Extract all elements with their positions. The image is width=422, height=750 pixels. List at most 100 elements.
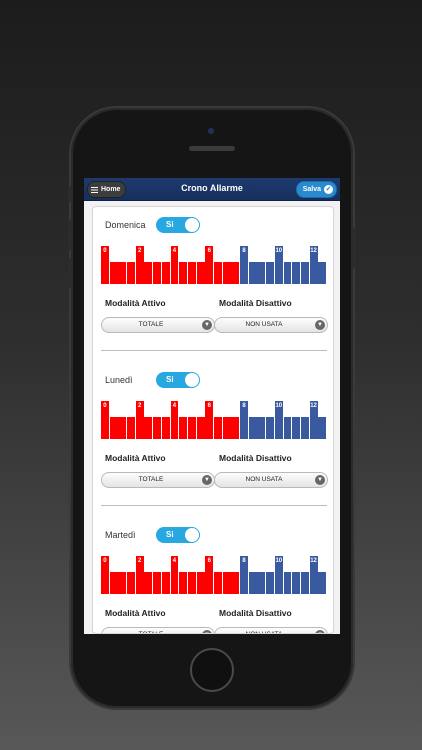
hour-bar[interactable]: 6 — [205, 556, 214, 594]
mode-inactive-select[interactable]: NON USATA▼ — [214, 627, 328, 633]
hour-bar[interactable]: 8 — [240, 401, 248, 439]
schedule-list: Domenica Si 0 2 4 6 8 10 12 Modalità Attivo Modali… — [92, 206, 334, 634]
hour-bar[interactable] — [300, 572, 309, 594]
hour-bar[interactable] — [222, 262, 231, 284]
hour-bar[interactable] — [318, 262, 327, 284]
hour-bar[interactable] — [266, 262, 275, 284]
hour-bar[interactable]: 8 — [240, 246, 248, 284]
hour-bar[interactable] — [127, 262, 135, 284]
hour-bar[interactable]: 4 — [170, 556, 179, 594]
hour-bar[interactable] — [196, 572, 205, 594]
day-toggle[interactable]: Si — [156, 217, 200, 233]
select-value: TOTALE — [138, 321, 164, 328]
hour-bar[interactable] — [257, 262, 266, 284]
hour-bar[interactable]: 10 — [274, 556, 283, 594]
hour-bar[interactable] — [231, 417, 240, 439]
hour-bar[interactable] — [257, 572, 266, 594]
hour-bar[interactable] — [161, 262, 170, 284]
hour-bar[interactable] — [266, 417, 275, 439]
toggle-knob — [185, 218, 199, 232]
hour-bar[interactable] — [109, 417, 118, 439]
hour-bar[interactable] — [118, 417, 127, 439]
hour-bar[interactable]: 0 — [101, 556, 109, 594]
hour-bar[interactable] — [300, 262, 309, 284]
hour-bar[interactable] — [144, 572, 153, 594]
home-hardware-button[interactable] — [190, 648, 234, 692]
hour-bar[interactable] — [144, 262, 153, 284]
hour-bar[interactable] — [109, 262, 118, 284]
mode-active-select[interactable]: TOTALE▼ — [101, 317, 215, 333]
hour-bar[interactable]: 12 — [309, 246, 318, 284]
hour-bar[interactable] — [283, 262, 292, 284]
hour-label: 4 — [172, 403, 177, 409]
hour-bar[interactable] — [127, 572, 135, 594]
hour-bar[interactable] — [257, 417, 266, 439]
hour-bar[interactable] — [127, 417, 135, 439]
hour-bar[interactable]: 12 — [309, 556, 318, 594]
hour-bar[interactable]: 2 — [135, 246, 144, 284]
mode-active-label: Modalità Attivo — [105, 453, 166, 463]
hour-bar[interactable] — [187, 417, 196, 439]
mode-inactive-select[interactable]: NON USATA▼ — [214, 317, 328, 333]
hour-bar[interactable] — [161, 417, 170, 439]
day-toggle[interactable]: Si — [156, 527, 200, 543]
mode-inactive-select[interactable]: NON USATA▼ — [214, 472, 328, 488]
hour-bar[interactable] — [196, 417, 205, 439]
hour-bar[interactable] — [179, 417, 188, 439]
hour-bar[interactable] — [214, 262, 222, 284]
hour-bar[interactable] — [222, 417, 231, 439]
hour-bar[interactable] — [109, 572, 118, 594]
day-toggle[interactable]: Si — [156, 372, 200, 388]
hour-bar[interactable] — [292, 572, 301, 594]
hour-bar[interactable]: 4 — [170, 401, 179, 439]
hour-bar[interactable] — [318, 572, 327, 594]
save-button[interactable]: Salva ✔ — [295, 181, 337, 198]
hour-bar[interactable] — [248, 262, 257, 284]
home-button[interactable]: Home — [87, 181, 127, 198]
toggle-label: Si — [166, 375, 174, 384]
hour-bar[interactable] — [118, 572, 127, 594]
hour-bar[interactable] — [179, 262, 188, 284]
mode-active-select[interactable]: TOTALE▼ — [101, 472, 215, 488]
hour-bar[interactable]: 2 — [135, 401, 144, 439]
hour-bar[interactable] — [153, 262, 162, 284]
hour-bar[interactable] — [283, 417, 292, 439]
hour-bar[interactable] — [196, 262, 205, 284]
hour-bar[interactable] — [222, 572, 231, 594]
hour-bar[interactable] — [187, 262, 196, 284]
hour-bar[interactable] — [179, 572, 188, 594]
hour-bar[interactable]: 10 — [274, 401, 283, 439]
hour-bar[interactable] — [292, 262, 301, 284]
hour-label: 8 — [242, 248, 246, 254]
hour-bar[interactable] — [118, 262, 127, 284]
hour-bar[interactable] — [153, 572, 162, 594]
hour-bar[interactable] — [292, 417, 301, 439]
hour-bar[interactable]: 6 — [205, 246, 214, 284]
hour-bar[interactable]: 6 — [205, 401, 214, 439]
hour-bar[interactable] — [144, 417, 153, 439]
hour-bar[interactable]: 8 — [240, 556, 248, 594]
hour-bar[interactable] — [283, 572, 292, 594]
hour-bar[interactable] — [248, 572, 257, 594]
hour-bar[interactable] — [161, 572, 170, 594]
hour-label: 10 — [275, 248, 283, 254]
hour-bar[interactable]: 0 — [101, 246, 109, 284]
hour-bar[interactable]: 4 — [170, 246, 179, 284]
hour-bar[interactable]: 10 — [274, 246, 283, 284]
mode-active-select[interactable]: TOTALE▼ — [101, 627, 215, 633]
hour-bar[interactable] — [248, 417, 257, 439]
hour-bar[interactable] — [231, 262, 240, 284]
hour-bar[interactable] — [214, 572, 222, 594]
app-header: Home Crono Allarme Salva ✔ — [84, 178, 340, 201]
hour-bar[interactable]: 2 — [135, 556, 144, 594]
hour-bar[interactable] — [300, 417, 309, 439]
hour-bar[interactable] — [266, 572, 275, 594]
hour-bar[interactable] — [231, 572, 240, 594]
hour-bar[interactable] — [187, 572, 196, 594]
hour-bar[interactable] — [214, 417, 222, 439]
hour-bar[interactable]: 12 — [309, 401, 318, 439]
day-label: Lunedì — [105, 375, 133, 385]
hour-bar[interactable]: 0 — [101, 401, 109, 439]
hour-bar[interactable] — [153, 417, 162, 439]
hour-bar[interactable] — [318, 417, 327, 439]
